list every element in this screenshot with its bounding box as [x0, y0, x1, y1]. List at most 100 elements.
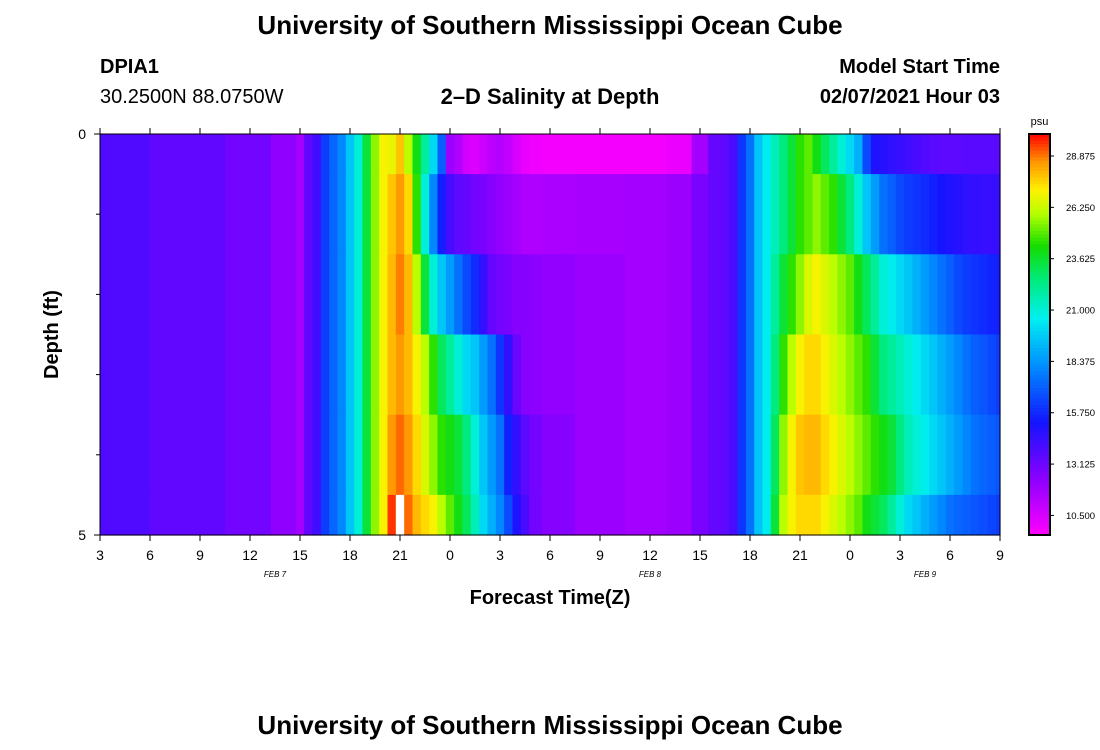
heatmap-cell	[945, 134, 955, 175]
heatmap-cell	[575, 134, 626, 175]
heatmap-cell	[708, 494, 722, 536]
colorbar-segment	[1029, 244, 1050, 249]
heatmap-cell	[370, 254, 380, 336]
heatmap-cell	[937, 334, 947, 416]
heatmap-cell	[337, 134, 347, 175]
colorbar-segment	[1029, 207, 1050, 212]
colorbar-segment	[1029, 204, 1050, 209]
heatmap-cell	[437, 134, 447, 175]
heatmap-cell	[812, 174, 822, 255]
colorbar-segment	[1029, 157, 1050, 162]
heatmap-cell	[395, 334, 405, 416]
colorbar-segment	[1029, 160, 1050, 165]
heatmap-cell	[920, 174, 930, 255]
heatmap-cell	[779, 134, 789, 175]
colorbar-segment	[1029, 167, 1050, 172]
colorbar-segment	[1029, 314, 1050, 319]
heatmap-cell	[379, 414, 389, 496]
colorbar-tick-label: 10.500	[1066, 511, 1095, 522]
colorbar-segment	[1029, 401, 1050, 406]
heatmap-cell	[729, 414, 739, 496]
colorbar-segment	[1029, 317, 1050, 322]
heatmap-cell	[995, 494, 1001, 536]
colorbar-segment	[1029, 257, 1050, 262]
heatmap-cell	[779, 494, 789, 536]
heatmap-cell	[429, 174, 439, 255]
heatmap-cell	[379, 334, 389, 416]
colorbar-segment	[1029, 294, 1050, 299]
heatmap-cell	[504, 174, 514, 255]
heatmap-cell	[412, 334, 422, 416]
heatmap-cell	[479, 134, 489, 175]
heatmap-cell	[729, 254, 739, 336]
heatmap-cell	[320, 494, 330, 536]
heatmap-cell	[462, 174, 472, 255]
heatmap-cell	[845, 494, 855, 536]
heatmap-cell	[150, 254, 226, 336]
heatmap-cell	[404, 414, 414, 496]
heatmap-cell	[970, 414, 980, 496]
heatmap-cell	[495, 174, 505, 255]
heatmap-cell	[504, 334, 514, 416]
y-tick-label: 0	[78, 126, 86, 142]
heatmap-cell	[862, 334, 872, 416]
heatmap-cell	[437, 254, 447, 336]
heatmap-cell	[920, 494, 930, 536]
heatmap-cell	[445, 414, 455, 496]
heatmap-cell	[312, 334, 322, 416]
heatmap-cell	[462, 414, 472, 496]
heatmap-cell	[345, 334, 355, 416]
heatmap-cell	[987, 254, 997, 336]
heatmap-cell	[770, 414, 780, 496]
colorbar-segment	[1029, 230, 1050, 235]
colorbar-segment	[1029, 247, 1050, 252]
heatmap-cell	[429, 414, 439, 496]
heatmap-cell	[787, 254, 797, 336]
colorbar-segment	[1029, 234, 1050, 239]
colorbar-segment	[1029, 464, 1050, 469]
heatmap-cell	[387, 174, 397, 255]
heatmap-cell	[445, 134, 455, 175]
heatmap-cell	[354, 254, 364, 336]
heatmap-cell	[920, 414, 930, 496]
plot-title: 2–D Salinity at Depth	[440, 84, 660, 109]
heatmap-cell	[541, 334, 576, 416]
heatmap-cell	[454, 254, 464, 336]
heatmap-cell	[529, 254, 543, 336]
heatmap-cell	[854, 494, 864, 536]
colorbar-segment	[1029, 511, 1050, 516]
colorbar-segment	[1029, 210, 1050, 215]
colorbar-segment	[1029, 474, 1050, 479]
colorbar-tick-label: 28.875	[1066, 152, 1095, 163]
heatmap-cell	[479, 334, 489, 416]
heatmap-cell	[912, 254, 922, 336]
heatmap-cell	[729, 494, 739, 536]
heatmap-cell	[745, 334, 755, 416]
heatmap-cell	[529, 494, 543, 536]
heatmap-cell	[979, 494, 989, 536]
colorbar-tick-label: 18.375	[1066, 357, 1095, 368]
heatmap-cell	[708, 174, 722, 255]
colorbar-segment	[1029, 471, 1050, 476]
heatmap-cell	[820, 334, 830, 416]
heatmap-cell	[854, 134, 864, 175]
heatmap-cell	[362, 174, 372, 255]
heatmap-cell	[904, 134, 914, 175]
heatmap-cell	[520, 254, 530, 336]
heatmap-cell	[862, 254, 872, 336]
footer-title: University of Southern Mississippi Ocean…	[257, 710, 843, 740]
heatmap-cell	[479, 174, 489, 255]
heatmap-cell	[795, 134, 805, 175]
heatmap-cell	[708, 134, 722, 175]
heatmap-cell	[404, 494, 414, 536]
colorbar-segment	[1029, 227, 1050, 232]
heatmap-cell	[887, 414, 897, 496]
colorbar-segment	[1029, 311, 1050, 316]
heatmap-cell	[295, 174, 305, 255]
colorbar-segment	[1029, 197, 1050, 202]
heatmap-cell	[379, 134, 389, 175]
heatmap-cell	[970, 494, 980, 536]
heatmap-cell	[862, 134, 872, 175]
heatmap-cell	[420, 334, 430, 416]
heatmap-cell	[100, 494, 151, 536]
